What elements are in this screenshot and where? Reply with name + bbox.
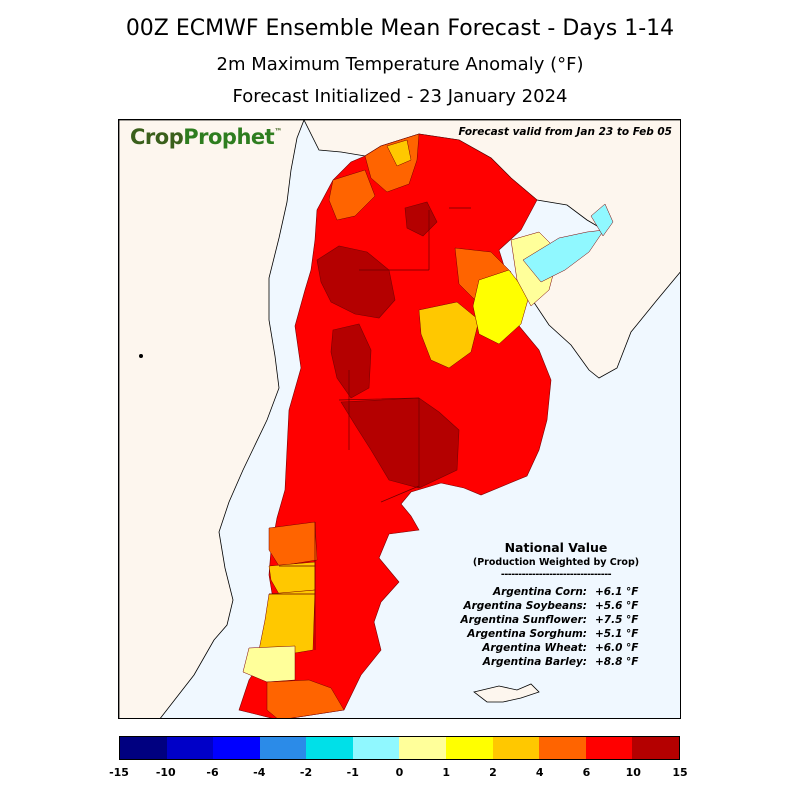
region-orange-northwest: [328, 169, 376, 221]
national-value-row-soybeans: Argentina Soybeans: +5.6 °F: [449, 600, 669, 614]
colorbar-segment: [632, 737, 679, 759]
colorbar-tick-label: -10: [155, 766, 176, 779]
crop-label: Argentina Wheat:: [482, 642, 587, 654]
logo-text-prophet: Prophet: [183, 125, 275, 149]
island-dot: [139, 354, 143, 358]
colorbar-segment: [352, 737, 400, 759]
colorbar-segment: [585, 737, 633, 759]
national-value-row-corn: Argentina Corn: +6.1 °F: [449, 586, 669, 600]
national-value-divider: --------------------------------: [500, 569, 612, 580]
colorbar-segment: [306, 737, 353, 759]
crop-value: +6.1 °F: [595, 586, 639, 598]
land-tierra-del-fuego: [473, 683, 540, 703]
chart-subtitle-init-date: Forecast Initialized - 23 January 2024: [232, 86, 568, 107]
colorbar-segment: [399, 737, 447, 759]
region-yellow-entre-rios: [472, 269, 530, 345]
region-gold-north: [386, 139, 412, 167]
region-gold-east: [418, 301, 480, 369]
national-value-row-barley: Argentina Barley: +8.8 °F: [449, 656, 669, 670]
colorbar-segment: [166, 737, 214, 759]
anomaly-map: [119, 120, 680, 718]
colorbar-segment: [492, 737, 540, 759]
crop-label: Argentina Sorghum:: [467, 628, 587, 640]
national-value-row-wheat: Argentina Wheat: +6.0 °F: [449, 642, 669, 656]
forecast-valid-period: Forecast valid from Jan 23 to Feb 05: [458, 126, 672, 138]
colorbar-tick-label: 6: [582, 766, 591, 779]
chart-subtitle-variable: 2m Maximum Temperature Anomaly (°F): [216, 54, 584, 75]
national-value-row-sorghum: Argentina Sorghum: +5.1 °F: [449, 628, 669, 642]
colorbar-tick-label: 2: [489, 766, 497, 779]
crop-value: +5.6 °F: [595, 600, 639, 612]
province-borders: [269, 207, 471, 650]
crop-value: +7.5 °F: [595, 614, 639, 626]
map-panel: CropProphet™ Forecast valid from Jan 23 …: [118, 119, 681, 719]
colorbar-tick-label: -6: [206, 766, 219, 779]
logo-text-crop: Crop: [130, 125, 184, 149]
colorbar-segment: [446, 737, 493, 759]
crop-label: Argentina Soybeans:: [463, 600, 587, 612]
region-cyan-misiones: [522, 229, 605, 283]
crop-label: Argentina Corn:: [492, 586, 587, 598]
region-gold-santa-cruz: [258, 589, 316, 655]
region-darkred-northwest: [316, 245, 396, 319]
colorbar-tick-label: -2: [299, 766, 313, 779]
cropprophet-logo: CropProphet™: [130, 125, 282, 149]
colorbar-tick-label: -15: [109, 766, 129, 779]
region-orange-south: [266, 679, 345, 718]
national-value-box: National Value (Production Weighted by C…: [449, 540, 669, 670]
crop-label: Argentina Barley:: [482, 656, 587, 668]
national-value-row-sunflower: Argentina Sunflower: +7.5 °F: [449, 614, 669, 628]
colorbar-segment: [120, 737, 167, 759]
chart-title: 00Z ECMWF Ensemble Mean Forecast - Days …: [125, 16, 675, 41]
region-orange-patagonia-north: [268, 521, 318, 567]
national-value-subtitle: (Production Weighted by Crop): [472, 557, 640, 568]
colorbar-segment: [539, 737, 586, 759]
colorbar-tick-label: 15: [672, 766, 688, 779]
colorbar-tick-label: -4: [253, 766, 266, 779]
region-darkred-pampas: [340, 397, 460, 489]
crop-label: Argentina Sunflower:: [460, 614, 587, 626]
colorbar-tick-label: 4: [535, 766, 544, 779]
colorbar-segment: [213, 737, 260, 759]
colorbar-tick-label: 10: [625, 766, 641, 779]
colorbar-tick-label: 1: [442, 766, 451, 779]
crop-value: +8.8 °F: [595, 656, 639, 668]
region-darkred-cuyo: [330, 323, 372, 399]
colorbar-segment: [259, 737, 307, 759]
colorbar-tick-label: -1: [346, 766, 359, 779]
colorbar-tick-labels: -15 -10 -6 -4 -2 -1 0 1 2 4 6 10 15: [109, 766, 688, 782]
national-value-list: Argentina Corn: +6.1 °F Argentina Soybea…: [449, 586, 669, 670]
logo-trademark: ™: [274, 127, 282, 136]
crop-value: +5.1 °F: [595, 628, 639, 640]
region-lightyellow-south: [242, 645, 296, 683]
national-value-title: National Value: [504, 540, 608, 555]
land-chile: [119, 120, 305, 718]
colorbar-tick-label: 0: [395, 766, 404, 779]
region-cyan-tip: [590, 203, 614, 237]
colorbar: [119, 736, 680, 760]
crop-value: +6.0 °F: [595, 642, 639, 654]
